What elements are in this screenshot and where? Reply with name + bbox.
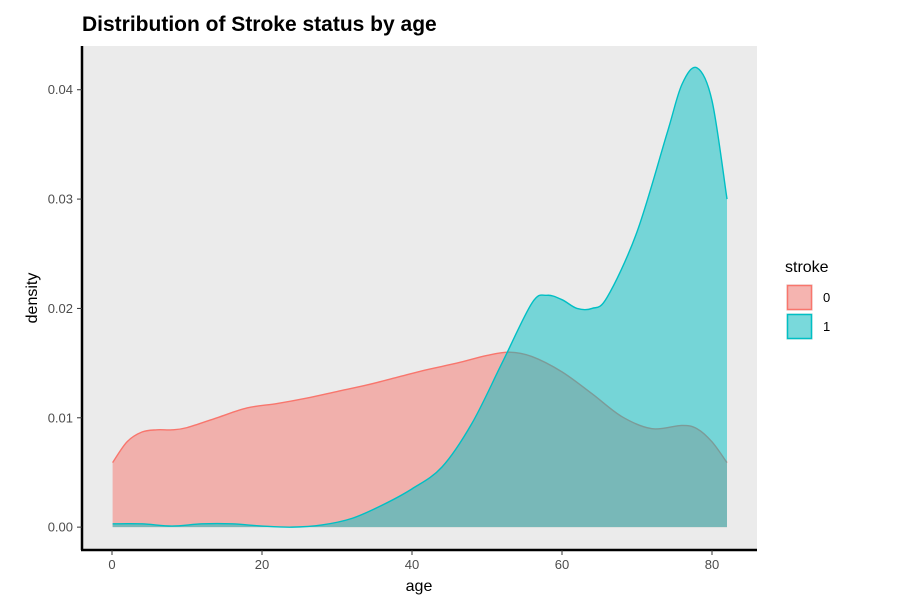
legend-key-0 bbox=[786, 284, 813, 311]
y-tick-label: 0.04 bbox=[48, 82, 73, 97]
legend-title: stroke bbox=[785, 259, 829, 276]
x-tick-label: 80 bbox=[705, 557, 719, 572]
y-tick-label: 0.03 bbox=[48, 192, 73, 207]
legend-label-0: 0 bbox=[823, 290, 830, 305]
x-axis-title: age bbox=[406, 578, 433, 595]
y-axis-title: density bbox=[24, 273, 41, 324]
legend: stroke 0 1 bbox=[785, 259, 830, 340]
x-tick-label: 40 bbox=[405, 557, 419, 572]
y-tick-label: 0.00 bbox=[48, 520, 73, 535]
x-tick-label: 60 bbox=[555, 557, 569, 572]
density-area-1 bbox=[112, 67, 728, 528]
x-axis-ticks: 0 20 40 60 80 bbox=[108, 550, 719, 572]
y-axis-ticks: 0.00 0.01 0.02 0.03 0.04 bbox=[48, 82, 82, 535]
x-tick-label: 20 bbox=[255, 557, 269, 572]
legend-label-1: 1 bbox=[823, 319, 830, 334]
legend-key-1 bbox=[786, 313, 813, 340]
chart-title: Distribution of Stroke status by age bbox=[82, 13, 437, 36]
density-line-1 bbox=[112, 66, 728, 528]
density-areas bbox=[112, 66, 728, 528]
x-tick-label: 0 bbox=[108, 557, 115, 572]
y-tick-label: 0.01 bbox=[48, 410, 73, 425]
y-tick-label: 0.02 bbox=[48, 301, 73, 316]
